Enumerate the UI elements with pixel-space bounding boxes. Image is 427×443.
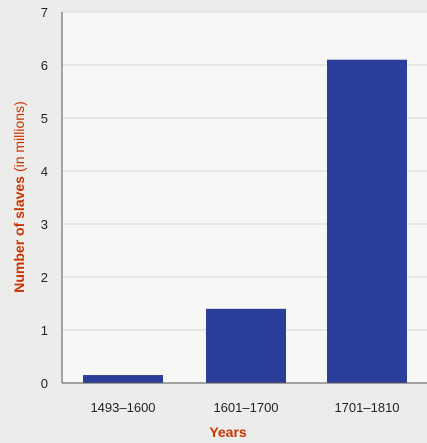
y-tick-label: 3	[41, 217, 48, 232]
y-axis-title-main: Number of slaves	[11, 176, 27, 293]
bar-1701–1810	[327, 59, 407, 383]
x-tick-label: 1701–1810	[334, 400, 399, 415]
y-tick-label: 6	[41, 58, 48, 73]
y-axis-title-unit: (in millions)	[11, 101, 27, 172]
x-axis-title: Years	[209, 424, 247, 440]
x-tick-label: 1493–1600	[90, 400, 155, 415]
y-tick-label: 0	[41, 376, 48, 391]
y-axis-title: Number of slaves (in millions)	[11, 101, 27, 293]
bar-1601–1700	[206, 308, 286, 383]
y-tick-label: 4	[41, 164, 48, 179]
y-tick-label: 1	[41, 323, 48, 338]
y-axis-ticks: 0 1 2 3 4 5 6 7	[41, 5, 48, 391]
bar-1493–1600	[83, 375, 163, 383]
bars	[83, 59, 407, 383]
x-axis-ticks: 1493–1600 1601–1700 1701–1810	[90, 400, 399, 415]
y-tick-label: 2	[41, 270, 48, 285]
y-tick-label: 5	[41, 111, 48, 126]
x-tick-label: 1601–1700	[213, 400, 278, 415]
y-tick-label: 7	[41, 5, 48, 20]
